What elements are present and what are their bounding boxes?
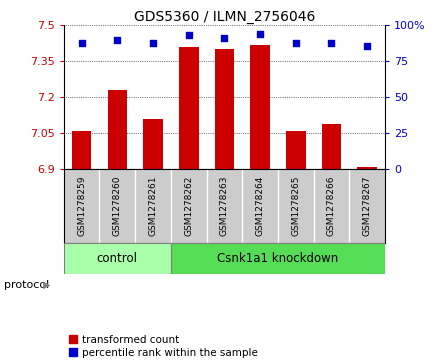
Bar [179, 47, 198, 170]
Text: GSM1278259: GSM1278259 [77, 175, 86, 236]
Bar [286, 131, 306, 170]
Text: GSM1278261: GSM1278261 [149, 175, 158, 236]
Point [328, 40, 335, 46]
Text: GSM1278262: GSM1278262 [184, 175, 193, 236]
Bar [357, 167, 377, 170]
Text: control: control [97, 252, 138, 265]
Bar [143, 119, 163, 170]
Text: protocol: protocol [4, 280, 50, 290]
Point [78, 40, 85, 46]
Point [185, 33, 192, 38]
Text: GSM1278266: GSM1278266 [327, 175, 336, 236]
Title: GDS5360 / ILMN_2756046: GDS5360 / ILMN_2756046 [134, 11, 315, 24]
Text: GSM1278260: GSM1278260 [113, 175, 122, 236]
Bar [322, 124, 341, 170]
Legend: transformed count, percentile rank within the sample: transformed count, percentile rank withi… [69, 335, 257, 358]
Bar [250, 45, 270, 170]
Text: Csnk1a1 knockdown: Csnk1a1 knockdown [217, 252, 338, 265]
Point [292, 40, 299, 46]
Text: ▶: ▶ [43, 280, 51, 290]
Bar [171, 242, 385, 274]
Point [221, 36, 228, 41]
Point [257, 31, 264, 37]
Bar [215, 49, 234, 170]
Text: GSM1278265: GSM1278265 [291, 175, 300, 236]
Point [363, 43, 370, 49]
Text: GSM1278264: GSM1278264 [256, 175, 264, 236]
Bar [107, 90, 127, 170]
Point [150, 40, 157, 46]
Point [114, 37, 121, 43]
Bar [72, 131, 92, 170]
Text: GSM1278263: GSM1278263 [220, 175, 229, 236]
Bar [64, 242, 171, 274]
Text: GSM1278267: GSM1278267 [363, 175, 372, 236]
